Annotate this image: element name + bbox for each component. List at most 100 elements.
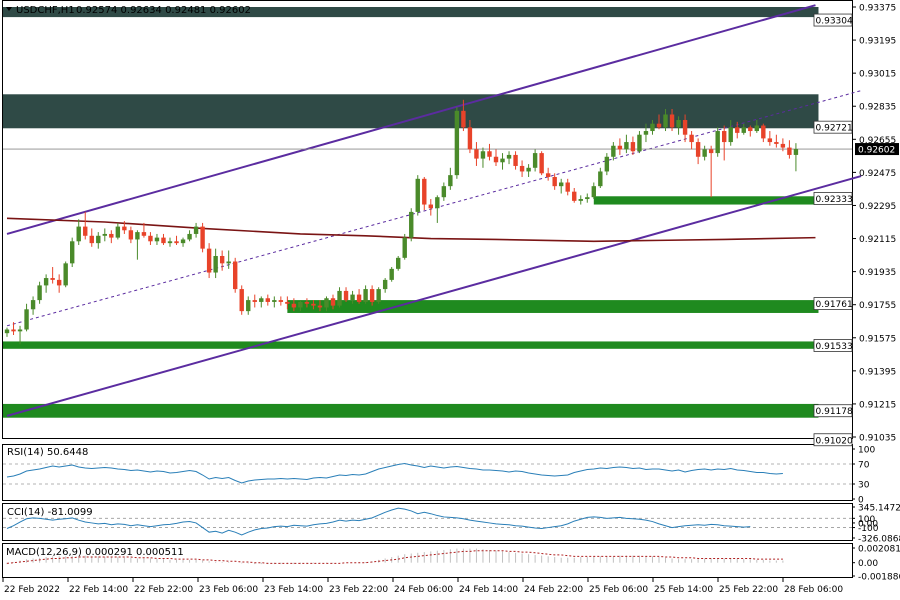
candle-body [735, 127, 740, 133]
candle-body [109, 233, 114, 238]
price-tick-label: 0.92835 [859, 103, 896, 113]
candle [539, 151, 544, 176]
candle [356, 289, 362, 304]
candle [467, 120, 473, 154]
candle-body [43, 278, 49, 286]
price-tick-label: 0.91395 [859, 367, 896, 377]
candle-body [689, 134, 694, 143]
candle-body [526, 167, 531, 172]
channel-mid-line [6, 90, 862, 327]
candle-body [702, 149, 707, 157]
candle-body [154, 237, 160, 242]
candle-body [422, 178, 427, 205]
candle [409, 208, 414, 242]
candle [722, 125, 727, 161]
candle [37, 281, 42, 304]
level-label: 0.92721 [816, 124, 853, 134]
candle [748, 125, 753, 137]
indicator-line [6, 462, 783, 484]
candle [682, 114, 688, 143]
candle [24, 303, 29, 332]
candle-body [343, 290, 349, 301]
candle [774, 134, 779, 148]
rsi-plot [3, 462, 852, 485]
time-tick-label: 24 Feb 22:00 [524, 585, 583, 595]
time-tick-label: 22 Feb 22:00 [134, 585, 193, 595]
candle [363, 285, 368, 304]
candle-body [506, 154, 512, 159]
chart-symbol-timeframe: USDCHF,H1 [16, 5, 75, 16]
level-label: 0.91178 [816, 407, 853, 417]
candle-body [233, 261, 238, 290]
indicator-tick-label: -0.001886 [858, 573, 900, 583]
candle-body [376, 289, 381, 302]
time-tick-label: 23 Feb 06:00 [199, 585, 258, 595]
candle-body [369, 289, 375, 302]
candle-body [793, 149, 799, 155]
candle-body [474, 149, 479, 159]
candle [656, 114, 662, 130]
candle [506, 151, 512, 165]
cci-title: CCI(14) -81.0099 [7, 507, 93, 518]
candle-body [748, 127, 753, 132]
candle [285, 296, 290, 310]
candle-body [128, 230, 134, 240]
candle-body [285, 301, 290, 304]
candle [63, 261, 68, 288]
indicator-tick-label: 0.00 [858, 519, 878, 529]
zone-demand-2 [593, 196, 819, 205]
candle-body [96, 235, 101, 244]
price-tick-label: 0.92475 [859, 169, 896, 179]
candle-body [4, 329, 10, 334]
candle [135, 230, 140, 260]
candle [350, 290, 355, 304]
candle [389, 267, 394, 282]
channel-lower-line [6, 175, 862, 417]
candle-body [219, 255, 225, 264]
candle [741, 123, 746, 135]
candle [604, 153, 610, 176]
candle [526, 164, 531, 177]
candle [376, 287, 381, 304]
candle [219, 250, 225, 271]
candle [317, 300, 323, 312]
candle [493, 149, 499, 166]
indicator-tick-label: -326.0868 [858, 535, 900, 545]
time-tick-label: 24 Feb 06:00 [394, 585, 453, 595]
candle-body [265, 298, 270, 302]
candle [83, 211, 88, 240]
candle [415, 175, 420, 216]
price-tick-label: 0.92115 [859, 235, 896, 245]
candle [630, 136, 636, 155]
candle [474, 142, 479, 166]
candle [422, 176, 427, 211]
level-label-box [813, 297, 853, 310]
candle-body [643, 131, 649, 135]
candle [180, 237, 186, 247]
candle-body [37, 285, 42, 301]
candle [513, 151, 518, 170]
candle-body [519, 165, 525, 172]
candle-body [17, 329, 23, 332]
candle [624, 134, 629, 154]
candle-body [493, 156, 499, 163]
indicator-tick-label: 0.00 [858, 559, 878, 569]
macd-signal-line [6, 550, 783, 564]
candle-body [454, 110, 460, 176]
candle-body [239, 289, 244, 312]
candle-body [761, 125, 766, 139]
candle-body [396, 257, 401, 269]
candle [552, 173, 557, 190]
candle-body [115, 226, 121, 238]
chart-menu-triangle-icon[interactable] [6, 7, 12, 11]
candle-body [604, 156, 610, 172]
level-label: 0.91533 [816, 342, 853, 352]
candle-body [102, 233, 107, 236]
candle [154, 233, 160, 245]
current-price-box [855, 143, 899, 156]
candle [532, 149, 538, 172]
candle [637, 131, 642, 154]
time-tick-label: 28 Feb 06:00 [784, 585, 843, 595]
price-tick-label: 0.91575 [859, 334, 896, 344]
